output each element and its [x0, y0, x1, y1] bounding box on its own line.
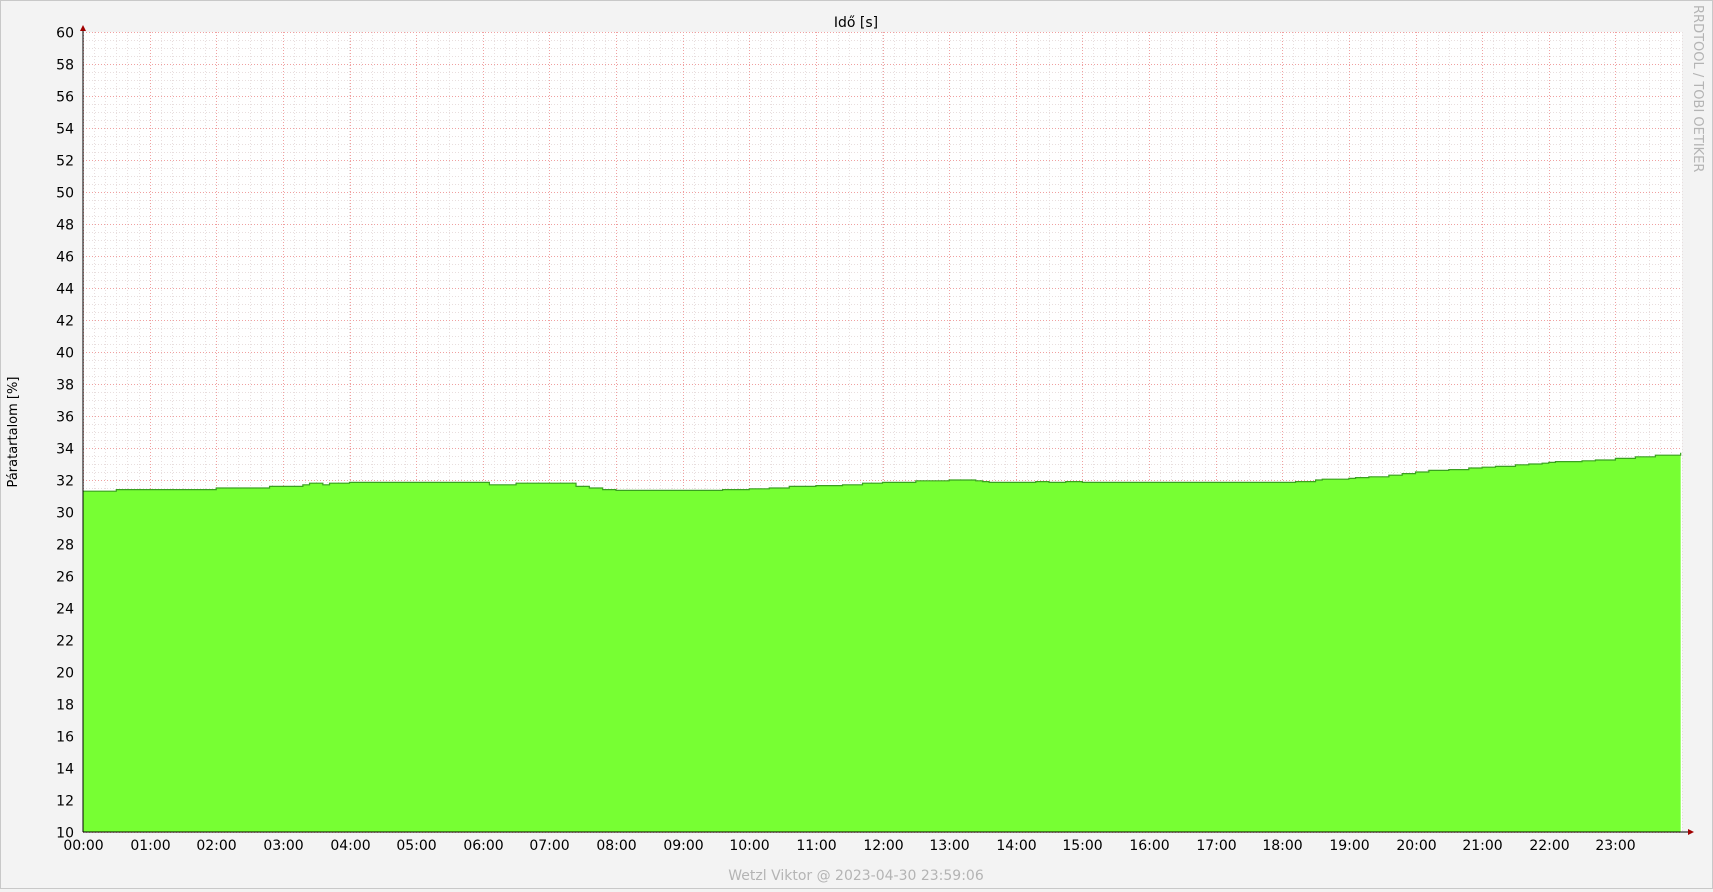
- chart-title: Idő [s]: [834, 15, 878, 31]
- y-tick-label: 36: [56, 410, 74, 426]
- x-tick-label: 04:00: [330, 838, 370, 854]
- x-tick-label: 13:00: [929, 838, 969, 854]
- y-axis-label: Páratartalom [%]: [6, 377, 21, 488]
- x-tick-label: 06:00: [463, 838, 503, 854]
- x-tick-label: 01:00: [130, 838, 170, 854]
- watermark-text: RRDTOOL / TOBI OETIKER: [1690, 5, 1705, 172]
- y-tick-label: 48: [56, 218, 74, 234]
- x-tick-label: 22:00: [1529, 838, 1569, 854]
- x-tick-label: 05:00: [396, 838, 436, 854]
- y-tick-label: 22: [56, 634, 74, 650]
- x-tick-label: 09:00: [663, 838, 703, 854]
- y-tick-label: 34: [56, 442, 74, 458]
- x-axis-arrow: [1688, 829, 1694, 835]
- y-tick-label: 28: [56, 538, 74, 554]
- x-tick-label: 07:00: [529, 838, 569, 854]
- y-tick-labels: 10 12 14 16 18 20 22 24 26 28 30 32 34 36 38 40 42 44 46 48…: [56, 26, 74, 842]
- y-tick-label: 50: [56, 186, 74, 202]
- y-tick-label: 44: [56, 282, 74, 298]
- x-tick-label: 16:00: [1129, 838, 1169, 854]
- y-tick-label: 26: [56, 570, 74, 586]
- footer-text: Wetzl Viktor @ 2023-04-30 23:59:06: [728, 868, 984, 884]
- y-tick-label: 54: [56, 122, 74, 138]
- x-tick-label: 11:00: [796, 838, 836, 854]
- x-tick-label: 18:00: [1262, 838, 1302, 854]
- series-area-fill: [83, 452, 1681, 832]
- x-tick-label: 03:00: [263, 838, 303, 854]
- y-tick-label: 52: [56, 154, 74, 170]
- y-tick-label: 42: [56, 314, 74, 330]
- y-tick-label: 20: [56, 666, 74, 682]
- x-tick-label: 10:00: [729, 838, 769, 854]
- y-tick-label: 16: [56, 730, 74, 746]
- x-tick-label: 02:00: [196, 838, 236, 854]
- y-tick-label: 18: [56, 698, 74, 714]
- x-tick-label: 15:00: [1062, 838, 1102, 854]
- y-tick-label: 46: [56, 250, 74, 266]
- x-tick-label: 17:00: [1196, 838, 1236, 854]
- y-tick-label: 12: [56, 794, 74, 810]
- x-tick-label: 08:00: [596, 838, 636, 854]
- y-tick-label: 38: [56, 378, 74, 394]
- series-line: [83, 452, 1682, 492]
- x-tick-label: 00:00: [63, 838, 103, 854]
- y-tick-label: 32: [56, 474, 74, 490]
- y-tick-label: 60: [56, 26, 74, 42]
- axes: [80, 25, 1694, 835]
- x-tick-label: 20:00: [1396, 838, 1436, 854]
- y-tick-label: 58: [56, 58, 74, 74]
- x-tick-label: 23:00: [1595, 838, 1635, 854]
- x-tick-label: 19:00: [1329, 838, 1369, 854]
- y-tick-label: 10: [56, 826, 74, 842]
- y-tick-label: 40: [56, 346, 74, 362]
- x-tick-labels: 00:00 01:00 02:00 03:00 04:00 05:00 06:00 07:00…: [63, 838, 1635, 854]
- x-tick-label: 12:00: [863, 838, 903, 854]
- y-axis-arrow: [80, 25, 86, 31]
- y-tick-label: 56: [56, 90, 74, 106]
- x-tick-label: 14:00: [996, 838, 1036, 854]
- y-tick-label: 30: [56, 506, 74, 522]
- y-tick-label: 24: [56, 602, 74, 618]
- y-tick-label: 14: [56, 762, 74, 778]
- x-tick-label: 21:00: [1462, 838, 1502, 854]
